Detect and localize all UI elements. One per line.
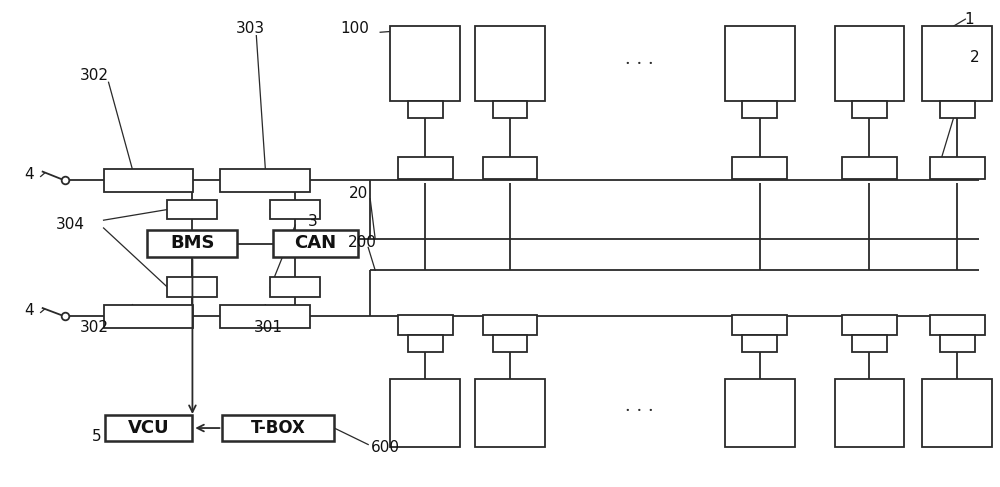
FancyBboxPatch shape bbox=[104, 305, 193, 328]
Text: 301: 301 bbox=[254, 319, 283, 335]
FancyBboxPatch shape bbox=[270, 278, 320, 297]
FancyBboxPatch shape bbox=[725, 379, 795, 448]
FancyBboxPatch shape bbox=[922, 379, 992, 448]
FancyBboxPatch shape bbox=[940, 335, 975, 352]
FancyBboxPatch shape bbox=[408, 101, 443, 118]
FancyBboxPatch shape bbox=[167, 200, 217, 219]
Text: 5: 5 bbox=[92, 429, 101, 444]
FancyBboxPatch shape bbox=[732, 157, 787, 179]
Text: 1: 1 bbox=[965, 12, 974, 27]
FancyBboxPatch shape bbox=[220, 305, 310, 328]
FancyBboxPatch shape bbox=[835, 26, 904, 101]
FancyBboxPatch shape bbox=[408, 335, 443, 352]
FancyBboxPatch shape bbox=[835, 379, 904, 448]
Text: 4: 4 bbox=[24, 167, 33, 182]
FancyBboxPatch shape bbox=[220, 169, 310, 192]
FancyBboxPatch shape bbox=[390, 26, 460, 101]
FancyBboxPatch shape bbox=[475, 26, 545, 101]
FancyBboxPatch shape bbox=[732, 316, 787, 335]
FancyBboxPatch shape bbox=[842, 316, 897, 335]
Text: 200: 200 bbox=[348, 235, 377, 250]
FancyBboxPatch shape bbox=[930, 316, 985, 335]
FancyBboxPatch shape bbox=[167, 278, 217, 297]
Text: 302: 302 bbox=[80, 319, 109, 335]
Text: VCU: VCU bbox=[128, 419, 169, 437]
FancyBboxPatch shape bbox=[390, 379, 460, 448]
FancyBboxPatch shape bbox=[842, 157, 897, 179]
FancyBboxPatch shape bbox=[493, 335, 527, 352]
FancyBboxPatch shape bbox=[105, 415, 192, 441]
FancyBboxPatch shape bbox=[725, 26, 795, 101]
Text: 4: 4 bbox=[24, 303, 33, 318]
FancyBboxPatch shape bbox=[852, 101, 887, 118]
FancyBboxPatch shape bbox=[273, 230, 358, 257]
Text: CAN: CAN bbox=[294, 235, 336, 252]
FancyBboxPatch shape bbox=[398, 316, 453, 335]
FancyBboxPatch shape bbox=[742, 335, 777, 352]
Text: 100: 100 bbox=[341, 21, 370, 37]
FancyBboxPatch shape bbox=[483, 316, 537, 335]
FancyBboxPatch shape bbox=[493, 101, 527, 118]
FancyBboxPatch shape bbox=[852, 335, 887, 352]
Text: 302: 302 bbox=[80, 69, 109, 83]
Text: 304: 304 bbox=[56, 217, 85, 232]
Text: 20: 20 bbox=[349, 187, 368, 202]
FancyBboxPatch shape bbox=[742, 101, 777, 118]
FancyBboxPatch shape bbox=[270, 200, 320, 219]
FancyBboxPatch shape bbox=[398, 157, 453, 179]
FancyBboxPatch shape bbox=[483, 157, 537, 179]
FancyBboxPatch shape bbox=[930, 157, 985, 179]
Text: · · ·: · · · bbox=[625, 55, 654, 73]
FancyBboxPatch shape bbox=[922, 26, 992, 101]
Text: 2: 2 bbox=[970, 51, 979, 65]
FancyBboxPatch shape bbox=[940, 101, 975, 118]
FancyBboxPatch shape bbox=[104, 169, 193, 192]
Text: T-BOX: T-BOX bbox=[251, 419, 306, 437]
FancyBboxPatch shape bbox=[222, 415, 334, 441]
Text: · · ·: · · · bbox=[625, 402, 654, 420]
FancyBboxPatch shape bbox=[147, 230, 237, 257]
Text: 3: 3 bbox=[307, 214, 317, 229]
Text: BMS: BMS bbox=[170, 235, 215, 252]
Text: 303: 303 bbox=[236, 21, 265, 37]
Text: 600: 600 bbox=[371, 440, 400, 455]
FancyBboxPatch shape bbox=[475, 379, 545, 448]
